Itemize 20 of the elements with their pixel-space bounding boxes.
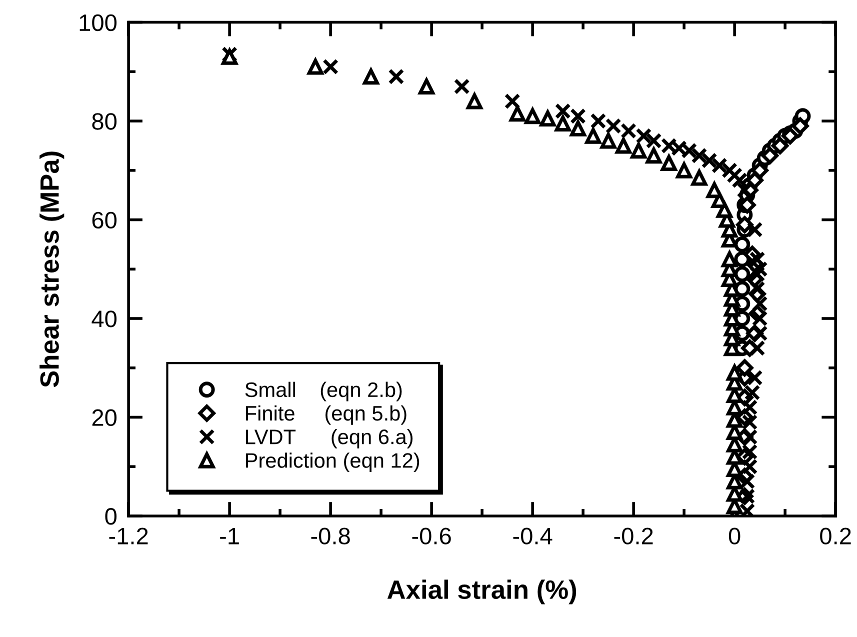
legend-label: Small (eqn 2.b) — [245, 382, 402, 402]
x-tick-label: -0.2 — [614, 528, 653, 544]
x-tick-label: -0.6 — [412, 528, 451, 544]
y-axis-title: Shear stress (MPa) — [40, 152, 64, 388]
y-tick-label: 0 — [105, 508, 117, 525]
x-tick-label: -1 — [220, 528, 239, 544]
legend-label: LVDT (eqn 6.a) — [246, 428, 413, 448]
x-tick-label: 0 — [728, 528, 740, 544]
x-tick-label: -1.2 — [109, 528, 148, 544]
y-tick-label: 80 — [92, 113, 117, 130]
legend-label: Finite (eqn 5.b) — [246, 405, 406, 425]
x-axis-title: Axial strain (%) — [387, 580, 576, 604]
x-tick-label: 0.2 — [820, 528, 851, 544]
legend-label: Prediction (eqn 12) — [246, 452, 420, 472]
y-tick-label: 60 — [92, 212, 117, 229]
y-tick-label: 40 — [92, 310, 117, 328]
x-tick-label: -0.8 — [311, 528, 350, 544]
y-tick-label: 100 — [80, 14, 117, 32]
x-tick-label: -0.4 — [513, 528, 552, 544]
y-tick-label: 20 — [92, 409, 117, 426]
